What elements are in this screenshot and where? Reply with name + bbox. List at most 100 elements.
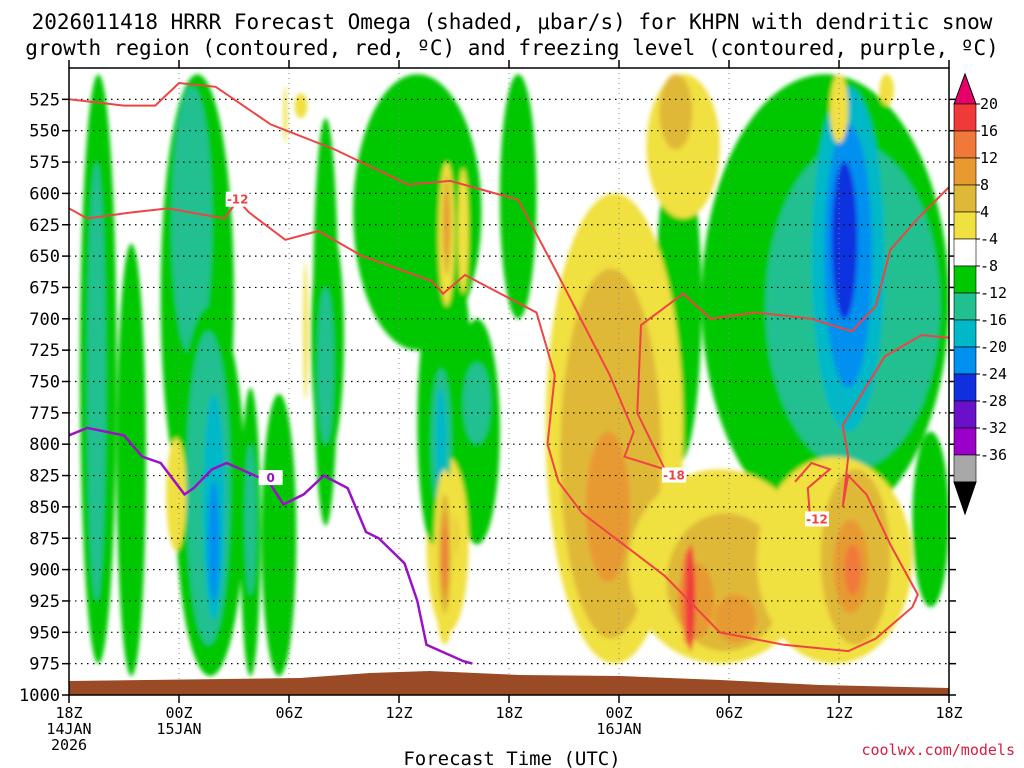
colorbar-segment-14	[953, 454, 977, 483]
colorbar-segment-6	[953, 238, 977, 267]
omega-streak-5	[317, 287, 334, 445]
y-tick-label-575: 575	[29, 153, 60, 173]
x-tick-label-48-0: 18Z	[935, 704, 962, 722]
omega-region-22	[912, 431, 949, 608]
y-tick-label-625: 625	[29, 216, 60, 236]
contour-labels: -12 0 -18 -12	[225, 191, 829, 527]
colorbar-segment-13	[953, 427, 977, 456]
x-axis-label: Forecast Time (UTC)	[403, 748, 620, 768]
omega-streak-16	[685, 544, 696, 652]
omega-region-41	[844, 544, 861, 595]
omega-region-4	[171, 86, 212, 357]
colorbar-label-7: -12	[980, 284, 1007, 302]
x-tick-label-12-0: 06Z	[275, 704, 302, 722]
y-tick-label-825: 825	[29, 467, 60, 487]
y-tick-label-725: 725	[29, 341, 60, 361]
omega-region-29	[457, 168, 469, 294]
x-tick-label-36-0: 06Z	[715, 704, 742, 722]
omega-region-9	[261, 394, 297, 677]
contour-label-bg-1	[258, 470, 283, 486]
colorbar-label-13: -36	[980, 446, 1007, 464]
omega-region-23	[294, 93, 308, 119]
x-tick-label-30-0: 00Z	[605, 704, 632, 722]
colorbar-label-11: -28	[980, 392, 1007, 410]
y-tick-label-675: 675	[29, 278, 60, 298]
colorbar-label-9: -20	[980, 338, 1007, 356]
y-tick-label-650: 650	[29, 247, 60, 267]
colorbar-segment-12	[953, 400, 977, 429]
y-tick-label-600: 600	[29, 184, 60, 204]
y-tick-label-550: 550	[29, 122, 60, 142]
omega-region-2	[116, 243, 146, 677]
dgz-contour-upper	[69, 81, 949, 471]
colorbar-segment-11	[953, 373, 977, 402]
x-tick-label-0-0: 18Z	[55, 704, 82, 722]
dgz-contour-lower	[69, 198, 949, 653]
colorbar-segment-1	[953, 103, 977, 132]
contour-label-3: -12	[806, 512, 828, 526]
chart-title-line-2: growth region (contoured, red, ºC) and f…	[25, 36, 999, 60]
colorbar-segment-2	[953, 130, 977, 159]
omega-region-32	[586, 431, 630, 583]
freezing-level-contour	[69, 426, 473, 665]
colorbar-label-4: 4	[980, 203, 989, 221]
y-tick-label-975: 975	[29, 655, 60, 675]
y-tick-label-800: 800	[29, 435, 60, 455]
y-tick-label-850: 850	[29, 498, 60, 518]
omega-region-8	[208, 481, 220, 601]
x-tick-label-6-0: 00Z	[165, 704, 192, 722]
contour-label-0: -12	[227, 193, 249, 207]
y-tick-label-875: 875	[29, 529, 60, 549]
x-tick-label-24-0: 18Z	[495, 704, 522, 722]
y-tick-label-750: 750	[29, 373, 60, 393]
y-tick-label-1000: 1000	[19, 686, 60, 706]
omega-region-45	[879, 74, 895, 106]
omega-region-25	[166, 437, 187, 551]
omega-streak-3	[303, 262, 308, 401]
x-tick-label-6-1: 15JAN	[156, 720, 201, 738]
colorbar-label-0: 20	[980, 95, 998, 113]
chart-title-line-1: 2026011418 HRRR Forecast Omega (shaded, …	[32, 10, 993, 34]
colorbar-segment-10	[953, 346, 977, 375]
y-tick-label-700: 700	[29, 310, 60, 330]
omega-streak-15	[444, 193, 449, 257]
colorbar-label-3: 8	[980, 176, 989, 194]
grid	[69, 68, 949, 695]
colorbar: 20 16 12 8 4 -4 -8 -12 -16 -20 -24 -28 -32 -36	[953, 72, 1007, 516]
contour-label-bg-0	[225, 191, 250, 207]
colorbar-bottom-arrow	[953, 481, 977, 516]
omega-region-36	[714, 594, 757, 643]
contour-label-bg-2	[662, 467, 686, 483]
colorbar-segment-7	[953, 265, 977, 294]
y-tick-label-525: 525	[29, 90, 60, 110]
y-tick-label-775: 775	[29, 404, 60, 424]
colorbar-segment-4	[953, 184, 977, 213]
colorbar-segment-9	[953, 319, 977, 348]
colorbar-label-6: -8	[980, 257, 998, 275]
omega-streak-12	[442, 525, 448, 589]
credit-link[interactable]: coolwx.com/models	[861, 741, 1015, 759]
omega-streak-2	[283, 86, 288, 144]
omega-streak-1	[245, 444, 256, 595]
x-tick-label-18-0: 12Z	[385, 704, 412, 722]
omega-region-21	[831, 162, 858, 319]
colorbar-segment-8	[953, 292, 977, 321]
colorbar-label-1: 16	[980, 122, 998, 140]
omega-region-15	[499, 74, 537, 319]
contour-label-bg-3	[805, 511, 829, 527]
x-tick-label-0-1: 14JAN	[46, 720, 91, 738]
x-tick-label-0-2: 2026	[51, 736, 87, 754]
colorbar-segment-3	[953, 157, 977, 186]
colorbar-label-2: 12	[980, 149, 998, 167]
y-axis: 525 550 575 600 625 650 675 700 725 750 775 800 825 8…	[19, 90, 956, 706]
x-tick-label-42-0: 12Z	[825, 704, 852, 722]
omega-streak-8	[435, 387, 447, 489]
omega-region-14	[463, 362, 491, 445]
y-tick-label-950: 950	[29, 623, 60, 643]
x-tick-label-30-1: 16JAN	[596, 720, 641, 738]
y-tick-label-900: 900	[29, 561, 60, 581]
contour-label-1: 0	[266, 471, 274, 485]
contour-label-2: -18	[663, 469, 685, 483]
